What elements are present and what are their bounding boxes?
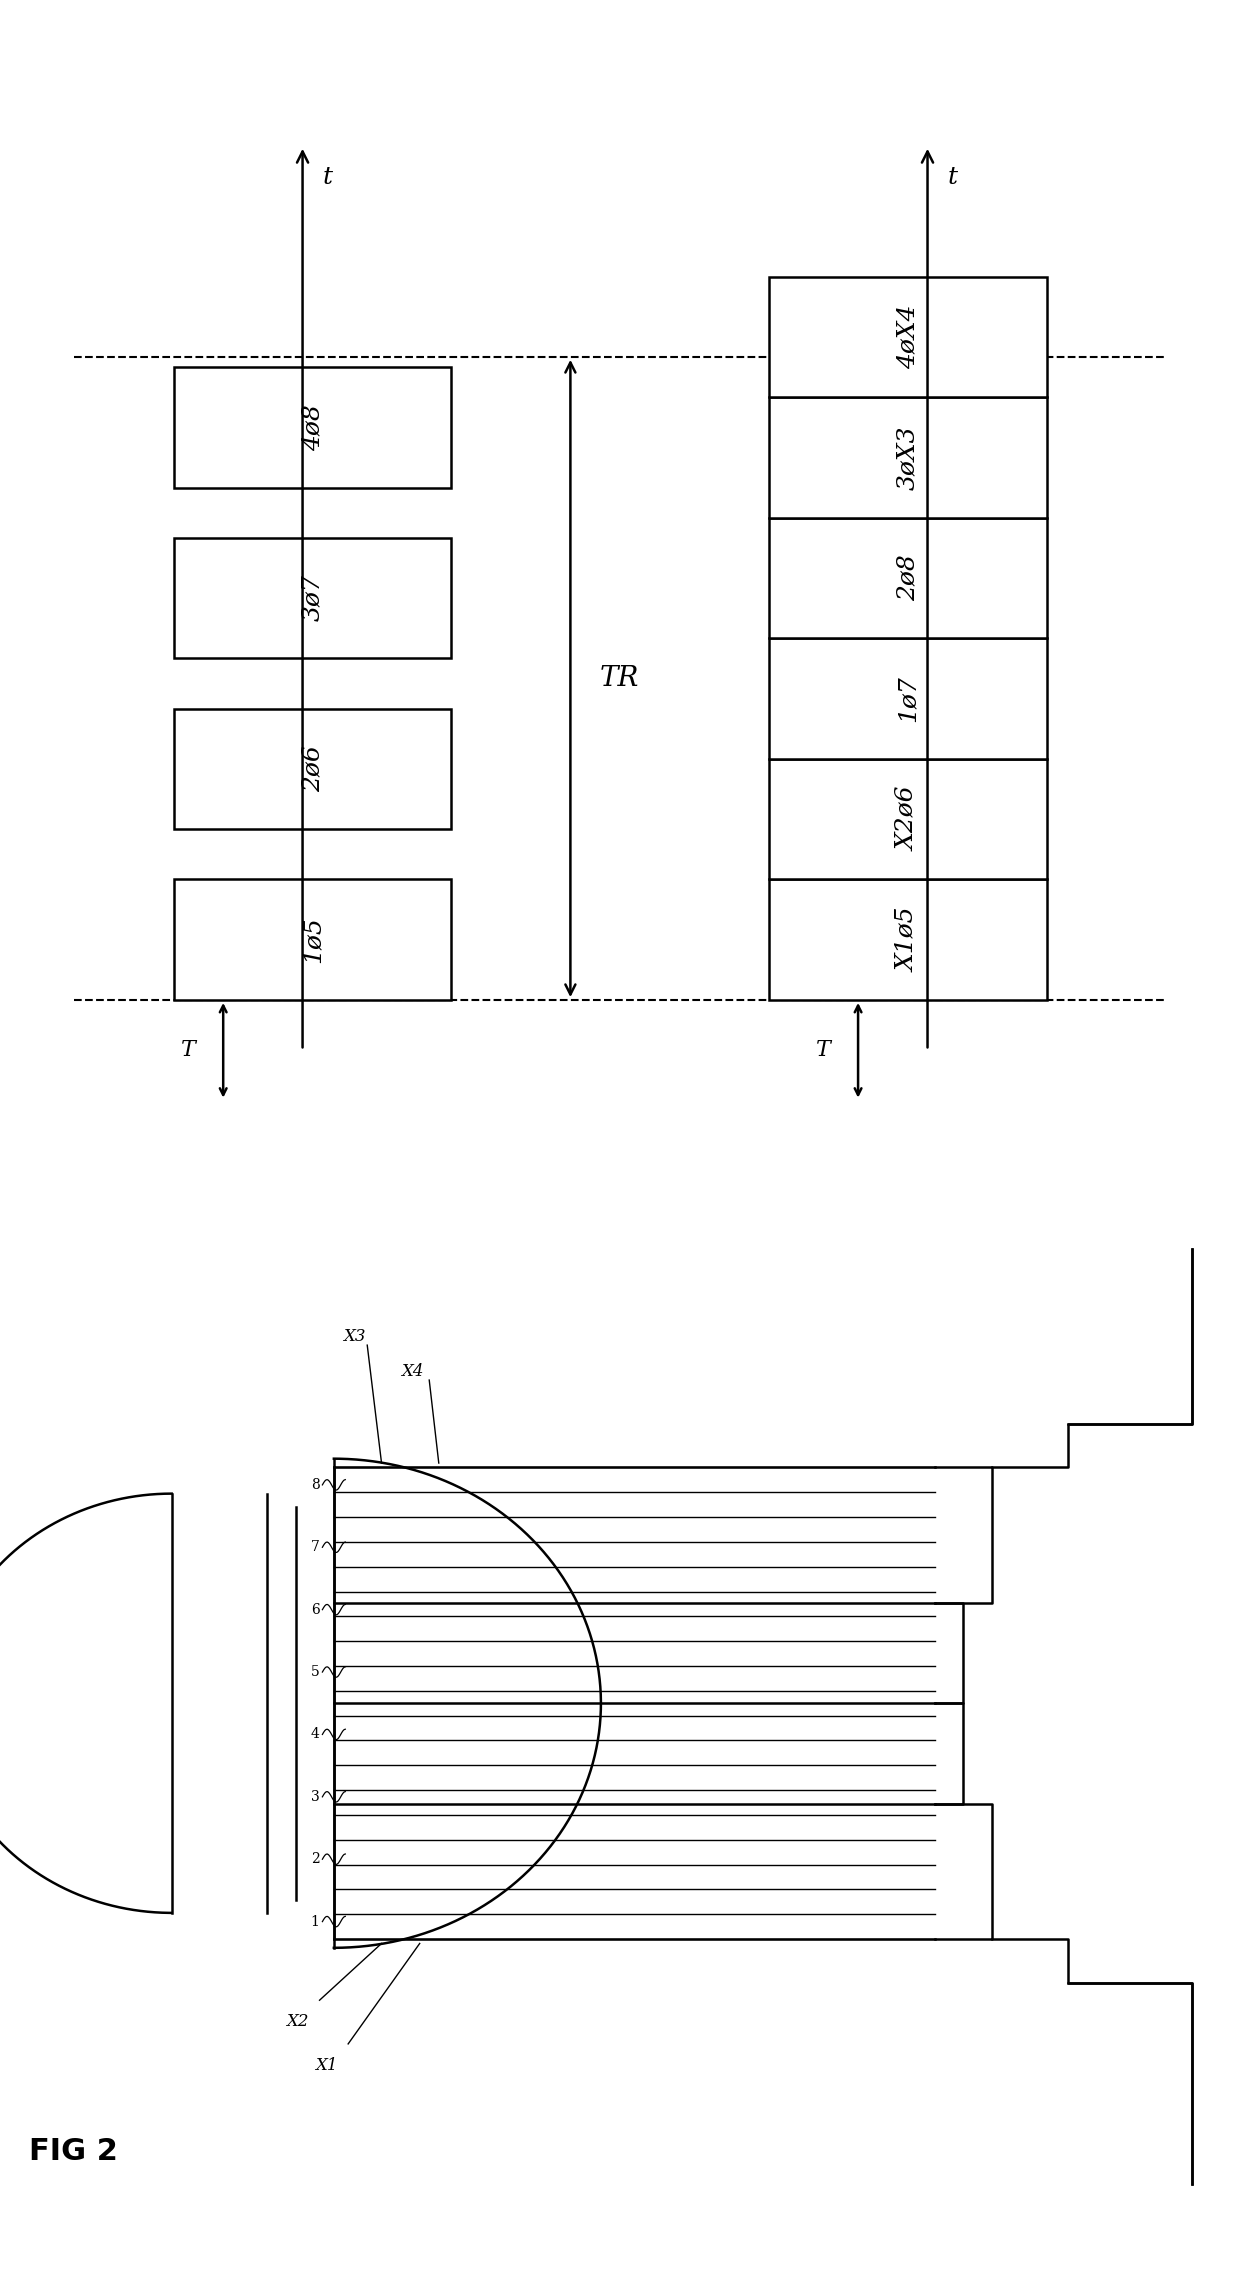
Text: t: t [322,166,332,188]
Text: T: T [181,1040,196,1061]
Bar [769,518,1047,638]
Text: t: t [947,166,957,188]
Bar [769,277,1047,397]
Text: 4ø8: 4ø8 [301,404,324,450]
Text: X4: X4 [401,1363,423,1381]
Bar [769,759,1047,879]
Bar [174,879,451,999]
Text: 4: 4 [311,1728,320,1742]
Text: 4øX4: 4øX4 [897,304,919,370]
Text: 1ø5: 1ø5 [301,917,324,963]
Bar [769,879,1047,999]
Text: 6: 6 [311,1603,320,1617]
Text: 2ø8: 2ø8 [897,554,919,602]
Bar [174,709,451,829]
Text: 3: 3 [311,1790,320,1803]
Bar [769,638,1047,759]
Text: 8: 8 [311,1478,320,1492]
Text: X1ø5: X1ø5 [897,908,919,972]
Text: TR: TR [600,665,640,693]
Text: X2ø6: X2ø6 [897,788,919,852]
Text: X2: X2 [286,2014,309,2030]
Text: 3ø7: 3ø7 [301,575,324,622]
Bar [174,538,451,659]
Bar [769,397,1047,518]
Text: FIG 2: FIG 2 [29,2137,118,2167]
Text: 2ø6: 2ø6 [301,745,324,793]
Text: T: T [816,1040,831,1061]
Text: 2: 2 [311,1853,320,1867]
Text: X1: X1 [315,2058,337,2073]
Bar [174,368,451,488]
Text: 1: 1 [311,1914,320,1928]
Text: 1ø7: 1ø7 [897,674,919,722]
Text: 3øX3: 3øX3 [897,425,919,491]
Text: 7: 7 [311,1540,320,1553]
Text: X3: X3 [343,1329,366,1344]
Text: 5: 5 [311,1665,320,1678]
